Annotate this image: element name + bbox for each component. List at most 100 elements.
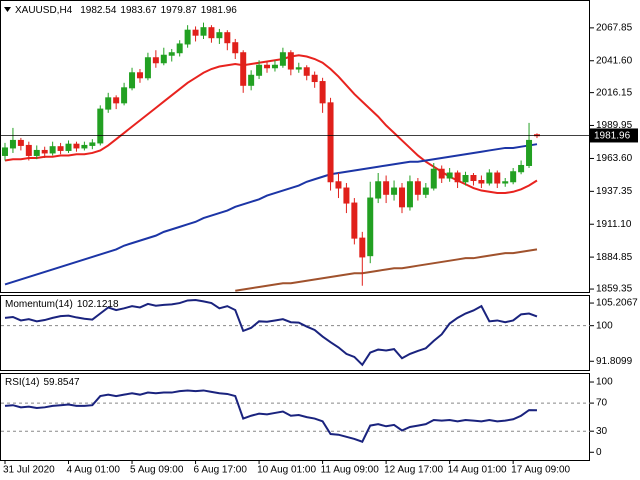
y-tick-label: 2067.85 xyxy=(596,23,633,34)
price-label: 1981.96 xyxy=(594,131,631,142)
y-tick-label: 1963.60 xyxy=(596,153,633,164)
candle-body xyxy=(25,144,32,156)
x-tick-label: 31 Jul 2020 xyxy=(3,465,55,476)
price-label-box xyxy=(590,128,638,143)
candle-body xyxy=(335,181,342,189)
moving-average xyxy=(235,248,538,292)
rsi-pane xyxy=(0,373,590,461)
y-tick-label: 105.2067 xyxy=(596,298,638,309)
indicator-header: RSI(14) 59.8547 xyxy=(5,377,80,388)
candle-body xyxy=(311,74,318,83)
candle-body xyxy=(200,27,207,36)
candle-body xyxy=(144,57,151,79)
indicator-title: Momentum(14) xyxy=(5,299,73,310)
candle-body xyxy=(176,43,183,54)
candle-body xyxy=(49,146,56,154)
candle-body xyxy=(327,102,334,183)
indicator-line xyxy=(4,299,538,367)
indicator-value: 102.1218 xyxy=(77,299,119,310)
candle-body xyxy=(343,187,350,204)
candle-body xyxy=(248,74,255,86)
candle-body xyxy=(2,147,8,156)
candle-body xyxy=(430,168,437,189)
y-tick-label: 1859.35 xyxy=(596,284,633,295)
candle-body xyxy=(136,72,143,79)
y-tick-label: 1884.85 xyxy=(596,252,633,263)
candle-body xyxy=(168,52,175,56)
candle-body xyxy=(41,149,48,154)
y-tick-label: 1989.95 xyxy=(596,120,633,131)
y-tick-label: 2016.15 xyxy=(596,87,633,98)
y-tick-label: 1911.10 xyxy=(596,219,632,230)
chart-header: XAUUSD,H4 1982.54 1983.67 1979.87 1981.96 xyxy=(15,5,237,16)
candle-body xyxy=(470,174,477,182)
candle-body xyxy=(113,97,120,104)
y-tick-label: 30 xyxy=(596,426,608,437)
candle-body xyxy=(160,54,167,64)
candle-body xyxy=(9,139,16,149)
candle-body xyxy=(264,64,271,69)
x-tick-label: 14 Aug 01:00 xyxy=(448,465,507,476)
candle-body xyxy=(184,29,191,45)
candle-body xyxy=(57,146,64,151)
candle-body xyxy=(208,27,215,39)
indicator-value: 59.8547 xyxy=(43,377,80,388)
header-close: 1981.96 xyxy=(201,5,238,16)
candle-body xyxy=(232,42,239,54)
candle-body xyxy=(192,29,199,36)
candle-body xyxy=(256,64,263,76)
indicator-line xyxy=(4,389,537,443)
candle-body xyxy=(414,181,421,195)
x-tick-label: 5 Aug 09:00 xyxy=(130,465,184,476)
candle-body xyxy=(73,143,80,149)
candle-body xyxy=(89,142,96,146)
candle-body xyxy=(502,181,509,184)
indicator-header: Momentum(14) 102.1218 xyxy=(5,299,119,310)
y-tick-label: 1937.35 xyxy=(596,186,633,197)
candle-body xyxy=(510,171,517,183)
candle-body xyxy=(446,172,453,179)
candle-body xyxy=(383,181,390,195)
header-open: 1982.54 xyxy=(80,5,117,16)
candle-body xyxy=(287,52,294,70)
candle-body xyxy=(97,108,104,144)
candle-body xyxy=(152,57,159,64)
candle-body xyxy=(454,172,461,183)
main-pane xyxy=(0,0,590,293)
candle-body xyxy=(65,143,72,151)
y-tick-label: 2041.60 xyxy=(596,55,633,66)
x-tick-label: 11 Aug 09:00 xyxy=(321,465,380,476)
x-tick-label: 6 Aug 17:00 xyxy=(194,465,248,476)
x-tick-label: 17 Aug 09:00 xyxy=(511,465,570,476)
momentum-pane xyxy=(0,295,590,371)
candle-body xyxy=(486,172,493,184)
x-tick-label: 12 Aug 17:00 xyxy=(384,465,443,476)
candle-body xyxy=(105,97,112,110)
candle-body xyxy=(518,164,525,173)
indicator-title: RSI(14) xyxy=(5,377,39,388)
candle-body xyxy=(526,139,533,166)
candle-body xyxy=(129,72,136,89)
candle-body xyxy=(399,187,405,208)
header-low: 1979.87 xyxy=(161,5,198,16)
candle-body xyxy=(279,52,286,66)
candle-body xyxy=(81,144,88,149)
candle-body xyxy=(303,67,310,76)
candle-body xyxy=(224,32,231,44)
candle-body xyxy=(319,81,326,104)
candle-body xyxy=(359,237,366,258)
candle-body xyxy=(367,197,374,257)
candle-body xyxy=(240,52,247,86)
y-tick-label: 70 xyxy=(596,398,608,409)
candle-body xyxy=(462,174,469,183)
candle-body xyxy=(406,181,413,208)
candle-body xyxy=(33,149,40,156)
y-tick-label: 100 xyxy=(596,320,613,331)
candle-body xyxy=(494,172,501,184)
menu-icon xyxy=(4,7,11,12)
candle-body xyxy=(422,187,429,195)
candle-body xyxy=(351,202,358,239)
candle-body xyxy=(121,87,128,104)
header-high: 1983.67 xyxy=(120,5,157,16)
